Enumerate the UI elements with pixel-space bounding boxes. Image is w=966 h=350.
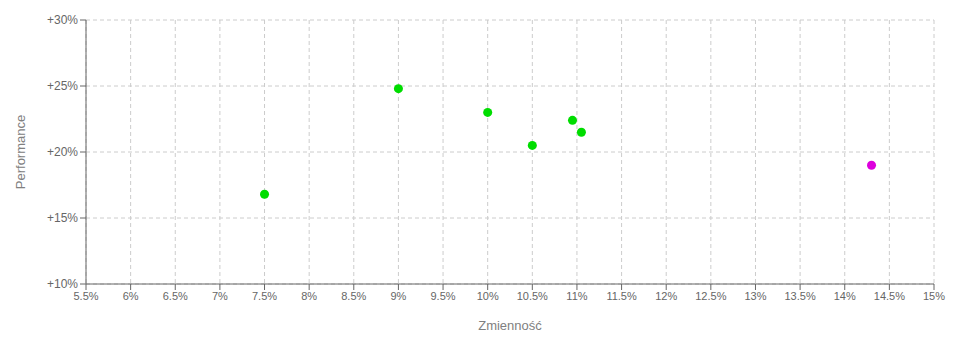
- svg-text:14%: 14%: [834, 290, 856, 302]
- svg-text:9.5%: 9.5%: [431, 290, 456, 302]
- svg-text:10%: 10%: [477, 290, 499, 302]
- svg-text:6%: 6%: [123, 290, 139, 302]
- svg-text:11.5%: 11.5%: [606, 290, 637, 302]
- svg-text:9%: 9%: [390, 290, 406, 302]
- svg-text:+30%: +30%: [47, 13, 78, 27]
- svg-text:10.5%: 10.5%: [517, 290, 548, 302]
- svg-text:12.5%: 12.5%: [695, 290, 726, 302]
- svg-text:13%: 13%: [744, 290, 766, 302]
- svg-text:7.5%: 7.5%: [252, 290, 277, 302]
- svg-text:8%: 8%: [301, 290, 317, 302]
- svg-text:6.5%: 6.5%: [163, 290, 188, 302]
- svg-text:12%: 12%: [655, 290, 677, 302]
- svg-text:7%: 7%: [212, 290, 228, 302]
- svg-text:+15%: +15%: [47, 211, 78, 225]
- svg-text:15%: 15%: [923, 290, 945, 302]
- svg-text:8.5%: 8.5%: [341, 290, 366, 302]
- svg-text:13.5%: 13.5%: [785, 290, 816, 302]
- svg-text:5.5%: 5.5%: [73, 290, 98, 302]
- svg-text:+20%: +20%: [47, 145, 78, 159]
- svg-text:11%: 11%: [566, 290, 587, 302]
- svg-text:+10%: +10%: [47, 277, 78, 291]
- svg-text:Zmienność: Zmienność: [478, 318, 542, 333]
- svg-text:Performance: Performance: [13, 115, 28, 189]
- svg-text:+25%: +25%: [47, 79, 78, 93]
- svg-text:14.5%: 14.5%: [874, 290, 905, 302]
